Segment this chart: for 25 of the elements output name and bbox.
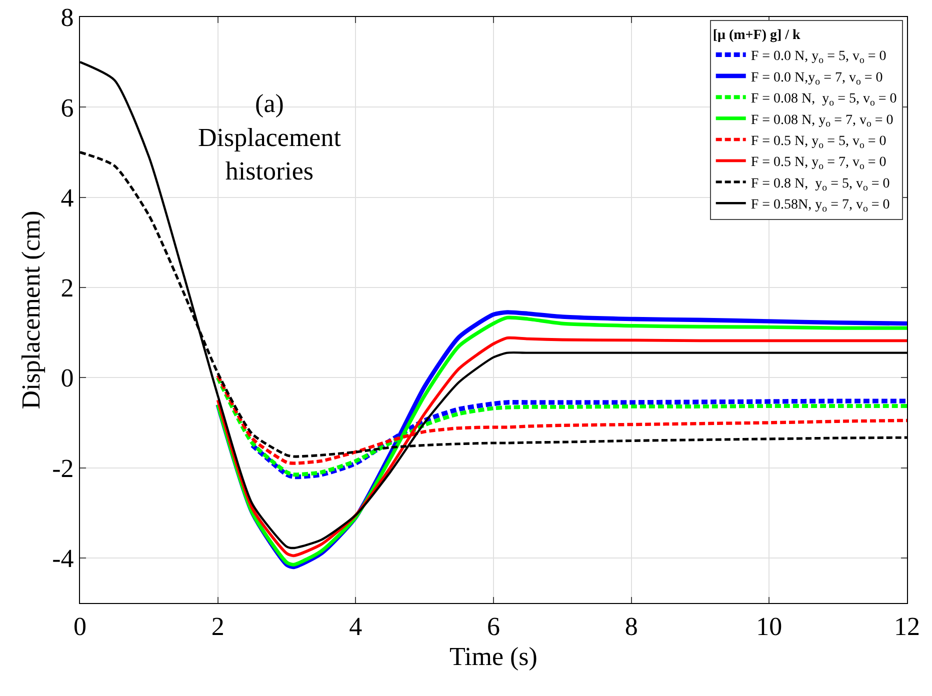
x-tick-label: 12 bbox=[894, 612, 920, 642]
legend-label: F = 0.8 N, y$_{o}$ = 5, v$_{o}$ = 0 bbox=[750, 176, 890, 194]
x-tick-label: 6 bbox=[487, 612, 500, 642]
y-tick-label: -2 bbox=[52, 454, 74, 483]
y-tick-label: -4 bbox=[52, 544, 74, 574]
x-tick-label: 10 bbox=[756, 612, 782, 642]
legend-label: F = 0.58N, y$_{o}$ = 7, v$_{o}$ = 0 bbox=[750, 198, 890, 215]
annotation: (a) Displacement histories bbox=[198, 89, 342, 186]
y-tick-label: 8 bbox=[60, 3, 74, 32]
x-tick-label: 2 bbox=[211, 612, 224, 642]
legend-label: F = 0.0 N,y$_{o}$ = 7, v$_{o}$ = 0 bbox=[750, 70, 883, 88]
legend-label: F = 0.5 N, y$_{o}$ = 7, v$_{o}$ = 0 bbox=[750, 155, 886, 172]
x-tick-label: 8 bbox=[624, 612, 638, 642]
y-tick-label: 2 bbox=[60, 274, 74, 303]
legend-label: F = 0.5 N, y$_{o}$ = 5, v$_{o}$ = 0 bbox=[750, 134, 886, 151]
x-axis-title: Time (s) bbox=[450, 642, 538, 671]
legend-label: F = 0.08 N, y$_{o}$ = 5, v$_{o}$ = 0 bbox=[750, 92, 897, 109]
legend-label: F = 0.0 N, y$_{o}$ = 5, v$_{o}$ = 0 bbox=[750, 49, 886, 66]
y-axis-title: Displacement (cm) bbox=[16, 210, 46, 410]
y-tick-label: 0 bbox=[60, 364, 74, 393]
legend-title: [μ (m+F) g] / k bbox=[712, 28, 801, 44]
y-tick-label: 6 bbox=[60, 93, 74, 122]
y-tick-label: 4 bbox=[60, 183, 74, 212]
x-tick-label: 4 bbox=[349, 612, 362, 642]
legend-label: F = 0.08 N, y$_{o}$ = 7, v$_{o}$ = 0 bbox=[750, 112, 894, 130]
